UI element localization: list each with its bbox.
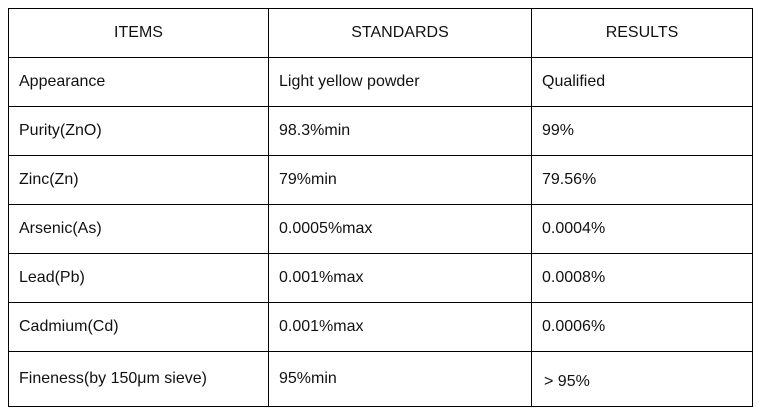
- item-cell: Purity(ZnO): [8, 106, 269, 156]
- standard-cell: 0.001%max: [268, 253, 532, 303]
- result-cell: 0.0006%: [531, 302, 753, 352]
- item-cell: Cadmium(Cd): [8, 302, 269, 352]
- header-items: ITEMS: [8, 8, 269, 58]
- header-results: RESULTS: [531, 8, 753, 58]
- table-row: Purity(ZnO) 98.3%min 99%: [8, 106, 753, 156]
- standard-cell: 0.001%max: [268, 302, 532, 352]
- item-cell: Zinc(Zn): [8, 155, 269, 205]
- result-cell: > 95%: [531, 351, 753, 407]
- result-cell: 99%: [531, 106, 753, 156]
- result-cell: 0.0008%: [531, 253, 753, 303]
- table-row: Zinc(Zn) 79%min 79.56%: [8, 155, 753, 205]
- table-row: Arsenic(As) 0.0005%max 0.0004%: [8, 204, 753, 254]
- table-row: Appearance Light yellow powder Qualified: [8, 57, 753, 107]
- item-cell: Appearance: [8, 57, 269, 107]
- standard-cell: 98.3%min: [268, 106, 532, 156]
- header-standards: STANDARDS: [268, 8, 532, 58]
- table-row: Cadmium(Cd) 0.001%max 0.0006%: [8, 302, 753, 352]
- result-cell: Qualified: [531, 57, 753, 107]
- table-row: Fineness(by 150μm sieve) 95%min > 95%: [8, 351, 753, 407]
- item-cell: Lead(Pb): [8, 253, 269, 303]
- standard-cell: Light yellow powder: [268, 57, 532, 107]
- item-cell: Arsenic(As): [8, 204, 269, 254]
- standard-cell: 95%min: [268, 351, 532, 407]
- standard-cell: 0.0005%max: [268, 204, 532, 254]
- specification-table: ITEMS STANDARDS RESULTS Appearance Light…: [8, 8, 753, 407]
- header-row: ITEMS STANDARDS RESULTS: [8, 8, 753, 58]
- result-cell: 79.56%: [531, 155, 753, 205]
- result-cell: 0.0004%: [531, 204, 753, 254]
- table-row: Lead(Pb) 0.001%max 0.0008%: [8, 253, 753, 303]
- standard-cell: 79%min: [268, 155, 532, 205]
- item-cell: Fineness(by 150μm sieve): [8, 351, 269, 407]
